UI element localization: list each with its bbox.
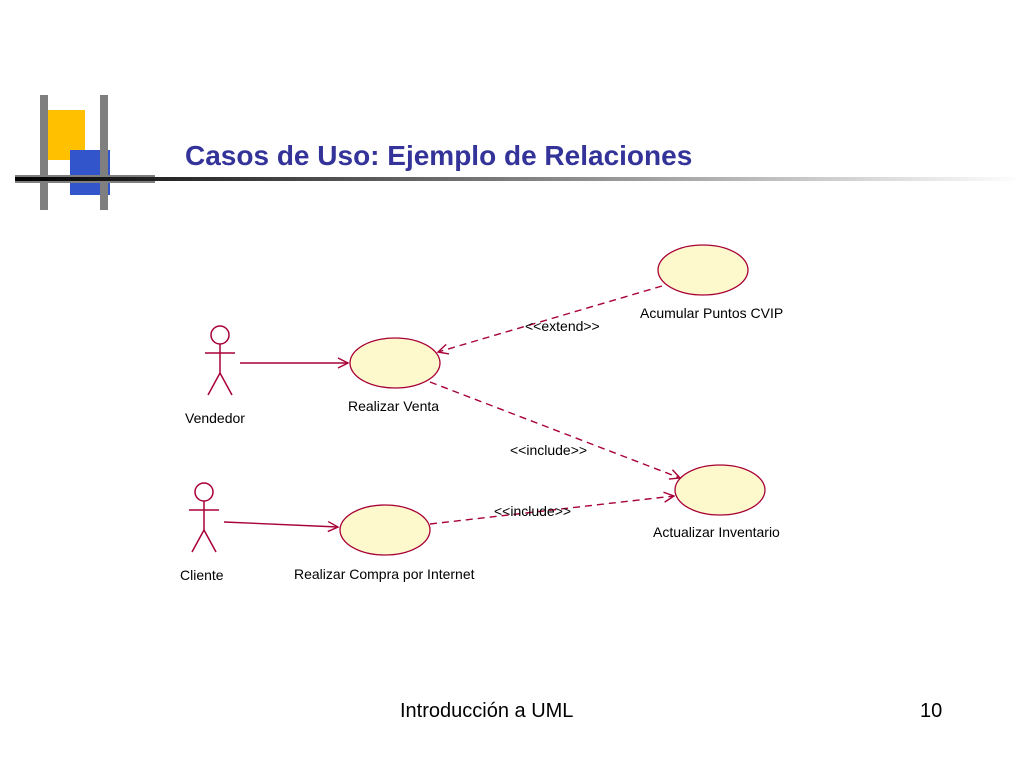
usecase-label-realizar_venta: Realizar Venta bbox=[348, 398, 439, 414]
deco-cross-v2 bbox=[100, 95, 108, 210]
usecase-realizar_compra bbox=[340, 505, 430, 555]
edge-cliente-realizar_compra bbox=[224, 522, 338, 527]
edge-label-4: <<include>> bbox=[494, 503, 571, 519]
usecase-actualizar bbox=[675, 465, 765, 515]
slide-decoration bbox=[0, 0, 1024, 768]
actor-vendedor bbox=[205, 326, 235, 395]
slide-footer: Introducción a UML bbox=[400, 700, 573, 723]
slide-title: Casos de Uso: Ejemplo de Relaciones bbox=[185, 140, 692, 172]
actor-label-cliente: Cliente bbox=[180, 567, 224, 583]
usecase-realizar_venta bbox=[350, 338, 440, 388]
edge-label-2: <<extend>> bbox=[525, 318, 600, 334]
deco-yellow-square bbox=[40, 110, 85, 160]
usecase-acumular bbox=[658, 245, 748, 295]
usecase-label-realizar_compra: Realizar Compra por Internet bbox=[294, 566, 475, 582]
page-number: 10 bbox=[920, 700, 942, 723]
deco-gradient-line bbox=[15, 177, 1024, 181]
usecase-label-actualizar: Actualizar Inventario bbox=[653, 524, 780, 540]
usecase-label-acumular: Acumular Puntos CVIP bbox=[640, 305, 783, 321]
edge-label-3: <<include>> bbox=[510, 442, 587, 458]
edge-realizar_venta-actualizar bbox=[430, 382, 680, 478]
actor-label-vendedor: Vendedor bbox=[185, 410, 245, 426]
deco-cross-v1 bbox=[40, 95, 48, 210]
actor-cliente bbox=[189, 483, 219, 552]
deco-cross-h bbox=[15, 175, 155, 183]
use-case-diagram bbox=[189, 245, 765, 555]
deco-blue-square bbox=[70, 150, 110, 195]
